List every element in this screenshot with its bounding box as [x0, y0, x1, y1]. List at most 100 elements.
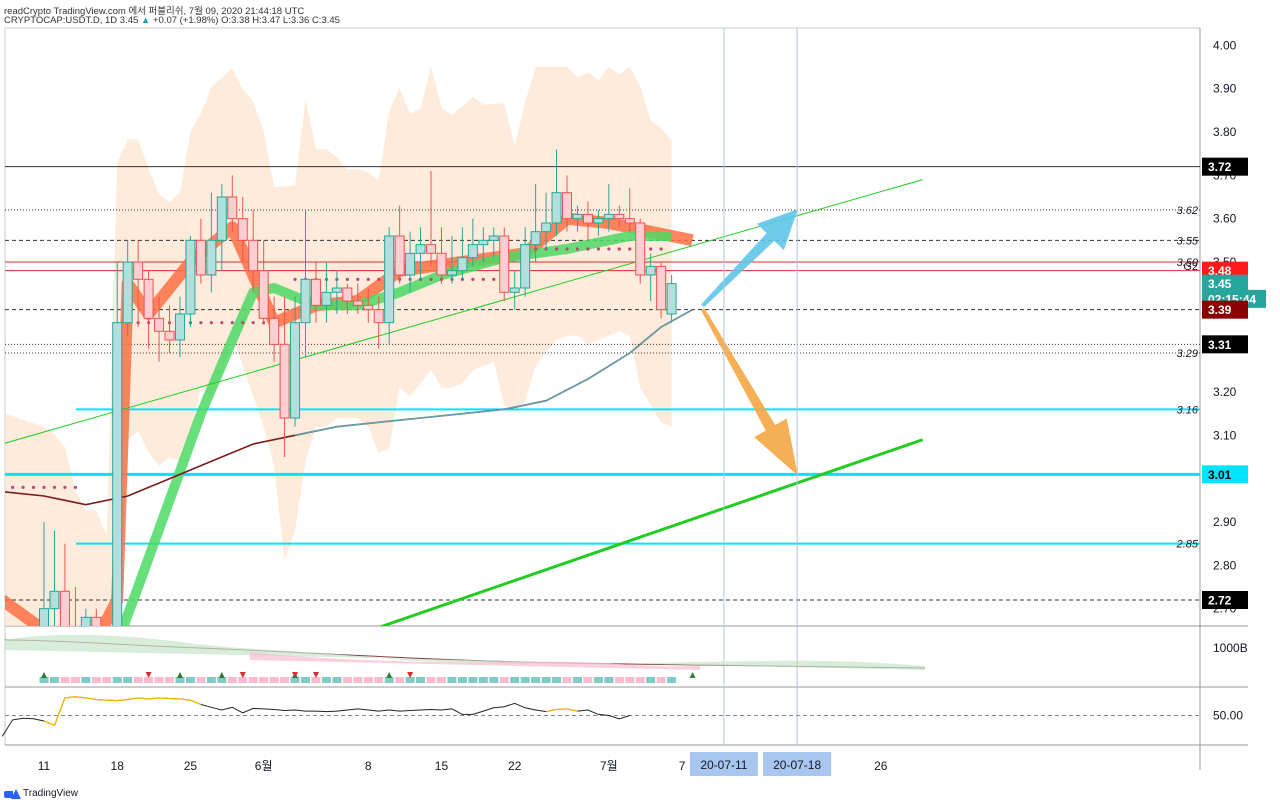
candle-body: [331, 287, 342, 293]
indicator-dot: [241, 321, 245, 325]
candle-body: [216, 196, 227, 241]
volume-bar: [667, 677, 677, 683]
candle-body: [394, 235, 405, 276]
price-tag-label: 3.45: [1208, 277, 1232, 291]
volume-bar: [60, 677, 70, 683]
volume-bar: [332, 677, 342, 683]
volume-bar: [301, 677, 310, 683]
tradingview-logo: TradingView: [4, 788, 78, 799]
candle-body: [457, 257, 468, 272]
price-tag-label: 3.31: [1208, 338, 1232, 352]
volume-bar: [227, 677, 237, 683]
indicator-dot: [617, 247, 621, 251]
y-tick-label: 3.20: [1213, 385, 1237, 399]
date-marker-label: 20-07-18: [773, 758, 821, 772]
envelope-band: [5, 67, 672, 626]
volume-bar: [91, 677, 101, 683]
indicator-dot: [220, 321, 224, 325]
volume-bar: [290, 677, 300, 683]
candle-body: [551, 192, 562, 224]
brand-label: TradingView: [23, 788, 79, 799]
volume-bar: [112, 677, 122, 683]
price-tag-label: 3.01: [1208, 468, 1232, 482]
x-tick-label: 25: [184, 759, 198, 773]
volume-cloud-up: [5, 634, 925, 670]
price-tag: [1202, 300, 1248, 319]
indicator-dot: [1, 486, 4, 489]
candle-body: [300, 278, 311, 324]
y-tick-label: 2.90: [1213, 515, 1237, 529]
candle-body: [269, 317, 280, 345]
candle-body: [478, 239, 489, 246]
volume-bar: [259, 677, 269, 683]
volume-bar: [478, 677, 488, 683]
candle-body: [656, 265, 667, 311]
level-label: 3.62: [1177, 205, 1198, 217]
volume-bar: [81, 677, 91, 683]
date-marker-tag: [763, 752, 832, 776]
x-tick-label: 26: [874, 759, 888, 773]
volume-bar: [552, 677, 562, 683]
candle-body: [39, 608, 49, 626]
volume-bar: [238, 677, 248, 683]
candle-body: [614, 213, 625, 220]
volume-bar: [572, 677, 582, 683]
candle-body: [384, 235, 395, 324]
candle-body: [49, 590, 60, 610]
buy-signal-icon: [41, 672, 47, 678]
candle-body: [227, 196, 238, 220]
volume-bar: [635, 677, 645, 683]
indicator-dot: [481, 277, 485, 281]
volume-bar: [49, 677, 59, 683]
indicator-dot: [251, 321, 255, 325]
oscillator-line: [1, 696, 630, 737]
indicator-dot: [607, 247, 611, 251]
volume-bar: [175, 677, 185, 683]
candle-body: [467, 244, 478, 259]
ohlc-values: O:3.38 H:3.47 L:3.36 C:3.45: [221, 15, 340, 26]
indicator-dot: [429, 277, 433, 281]
candle-body: [290, 322, 301, 419]
volume-bar: [280, 677, 290, 683]
volume-bar: [185, 677, 195, 683]
symbol-label: CRYPTOCAP:USDT.D, 1D 3.45: [4, 15, 139, 26]
x-tick-label: 22: [508, 759, 522, 773]
volume-bar: [384, 677, 394, 683]
x-tick-label: 6월: [255, 759, 273, 773]
volume-bar: [541, 677, 551, 683]
volume-axis-label: 1000B: [1213, 641, 1248, 655]
candle-body: [541, 222, 552, 233]
candle-body: [426, 244, 437, 254]
volume-bar: [311, 677, 321, 683]
side-label: G2: [1183, 261, 1198, 273]
candle-body: [206, 239, 217, 276]
volume-bar: [416, 677, 426, 683]
candle-body: [133, 261, 144, 280]
volume-bar: [374, 677, 384, 683]
indicator-dot: [52, 485, 57, 489]
y-tick-label: 2.80: [1213, 558, 1237, 572]
indicator-dot: [471, 277, 475, 281]
candle-body: [635, 222, 646, 276]
sell-signal-icon: [312, 672, 319, 678]
candle-body: [488, 235, 499, 241]
candle-body: [436, 252, 447, 276]
volume-bar: [123, 677, 133, 683]
volume-bar: [614, 677, 624, 683]
main-pane: [1, 67, 1200, 626]
date-marker-tag: [689, 752, 758, 776]
indicator-dot: [554, 247, 559, 251]
lower-channel-line: [378, 438, 924, 626]
candle-body: [603, 213, 614, 220]
candle-body: [174, 313, 185, 341]
volume-bar: [625, 677, 635, 683]
price-tag-label: 3.72: [1208, 160, 1232, 174]
volume-bar: [531, 677, 541, 683]
candle-body: [59, 590, 70, 626]
indicator-dot: [209, 321, 213, 325]
indicator-dot: [230, 321, 234, 325]
indicator-dot: [377, 277, 381, 281]
candle-body: [91, 616, 102, 626]
indicator-dot: [628, 247, 632, 251]
